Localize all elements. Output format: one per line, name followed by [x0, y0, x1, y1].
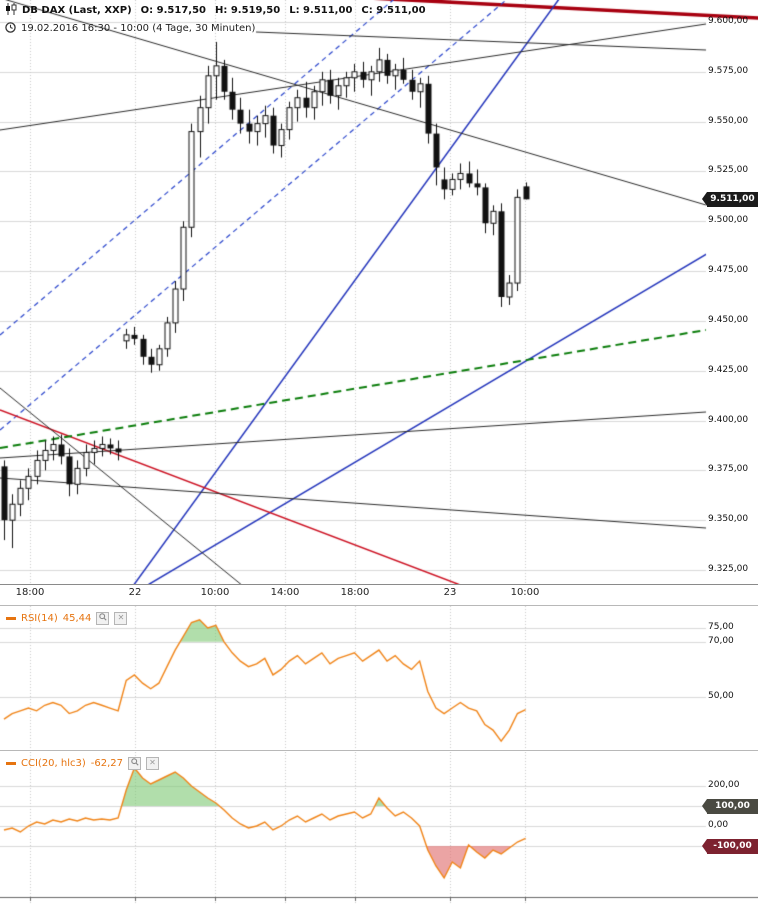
rsi-series-marker-icon — [6, 617, 16, 620]
rsi-zoom-icon-button[interactable] — [96, 612, 110, 625]
high-value: H: 9.519,50 — [215, 5, 281, 16]
cci-panel-separator[interactable] — [0, 750, 758, 751]
time-axis-label: 23 — [443, 587, 457, 598]
rsi-panel-separator[interactable] — [0, 605, 758, 606]
time-axis-label: 14:00 — [270, 587, 300, 598]
time-axis-label: 18:00 — [15, 587, 45, 598]
main-chart-bottom-axis-line — [0, 584, 758, 585]
cci-value: -62,27 — [90, 758, 124, 769]
time-axis-label: 18:00 — [340, 587, 370, 598]
cci-indicator-canvas[interactable] — [0, 752, 758, 905]
time-axis-label: 22 — [128, 587, 142, 598]
cci-close-icon-button[interactable]: ✕ — [146, 757, 160, 770]
cci-zoom-icon-button[interactable] — [128, 757, 142, 770]
cci-series-marker-icon — [6, 762, 16, 765]
open-value: O: 9.517,50 — [140, 5, 206, 16]
time-axis: 18:00 22 10:00 14:00 18:00 23 10:00 — [0, 586, 758, 605]
rsi-label: RSI(14) — [21, 613, 58, 624]
time-axis-label: 10:00 — [200, 587, 230, 598]
rsi-close-icon-button[interactable]: ✕ — [114, 612, 128, 625]
cci-label: CCI(20, hlc3) — [21, 758, 86, 769]
rsi-value: 45,44 — [62, 613, 92, 624]
symbol-title: DB DAX (Last, XXP) — [22, 5, 132, 16]
candlestick-chart-icon — [5, 3, 17, 18]
timeframe-label: 19.02.2016 16:30 - 10:00 (4 Tage, 30 Min… — [21, 23, 256, 34]
main-chart-header: DB DAX (Last, XXP) O: 9.517,50 H: 9.519,… — [5, 3, 430, 36]
rsi-indicator-canvas[interactable] — [0, 606, 758, 750]
clock-icon — [5, 21, 16, 36]
cci-header: CCI(20, hlc3) -62,27 ✕ — [6, 757, 160, 770]
close-value: C: 9.511,00 — [361, 5, 426, 16]
rsi-header: RSI(14) 45,44 ✕ — [6, 612, 128, 625]
main-price-chart-canvas[interactable] — [0, 0, 758, 584]
time-axis-label: 10:00 — [510, 587, 540, 598]
low-value: L: 9.511,00 — [289, 5, 353, 16]
